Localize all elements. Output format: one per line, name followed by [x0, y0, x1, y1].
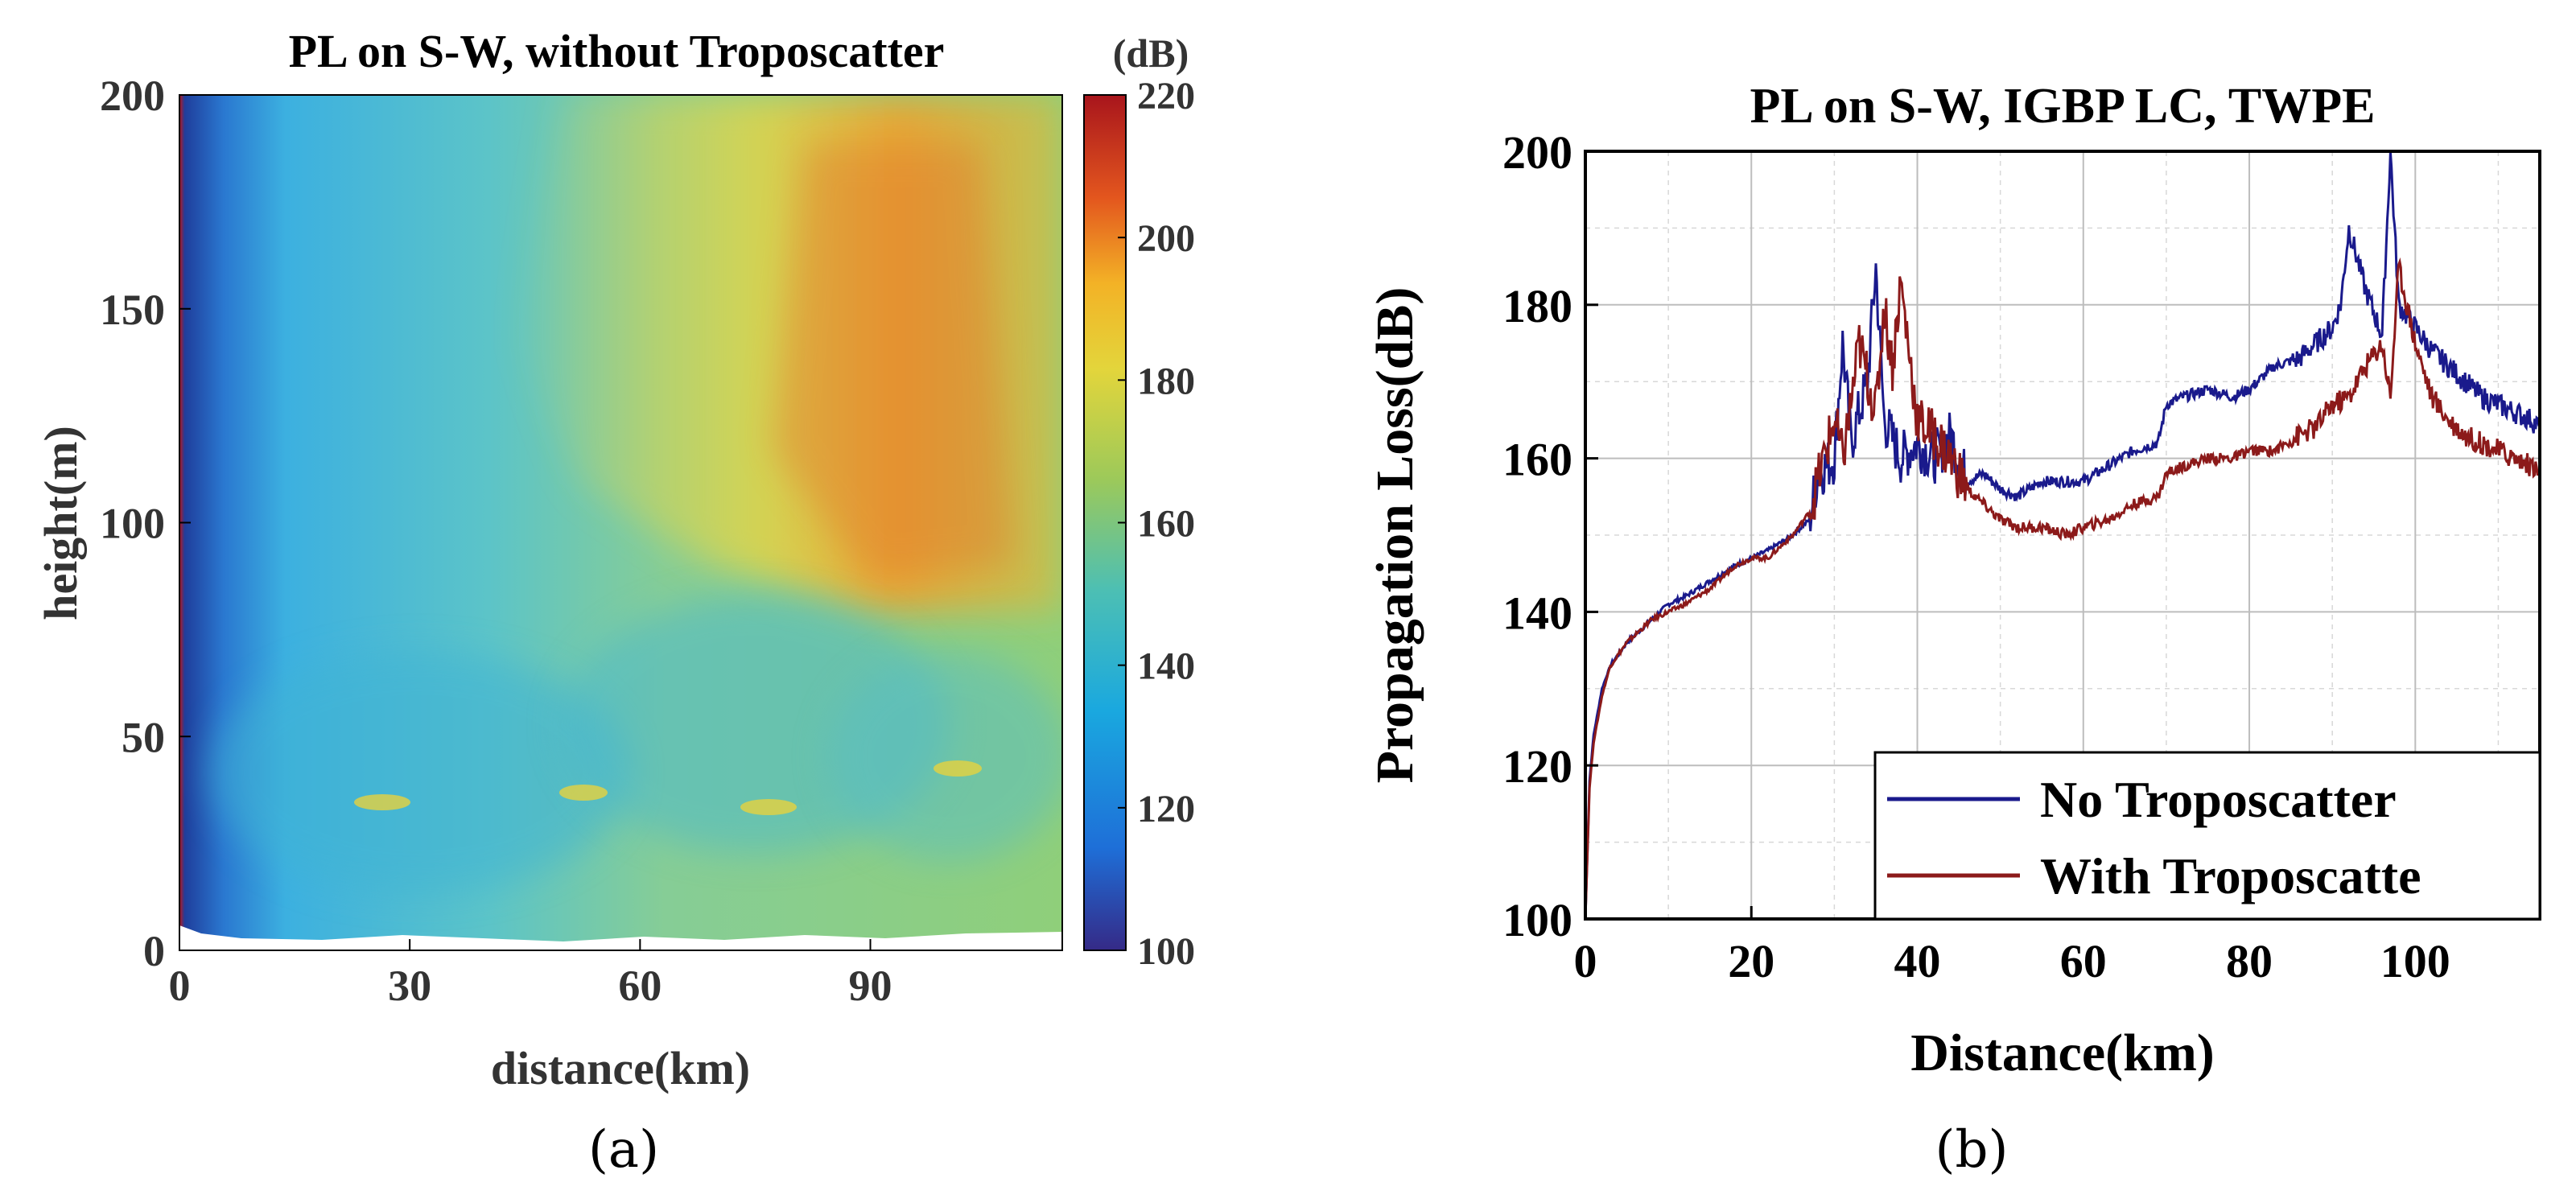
- line-x-tick-label: 0: [1574, 935, 1597, 987]
- heatmap-y-tick-label: 50: [122, 713, 165, 761]
- heatmap-y-tick-label: 0: [143, 927, 165, 975]
- line-x-tick-label: 60: [2060, 935, 2107, 987]
- line-y-tick-label: 120: [1502, 740, 1572, 793]
- line-y-tick-label: 140: [1502, 587, 1572, 639]
- heatmap-y-tick-label: 200: [100, 72, 165, 120]
- line-y-tick-label: 200: [1502, 126, 1572, 179]
- heatmap-x-ticks: 0 30 60 90: [169, 939, 892, 1010]
- line-y-tick-label: 100: [1502, 894, 1572, 946]
- panel-label-b: (b): [1935, 1120, 2009, 1180]
- legend-label-no-troposcatter: No Troposcatter: [2040, 771, 2397, 828]
- colorbar-tick-label: 220: [1137, 75, 1195, 117]
- line-x-axis-label: Distance(km): [1910, 1024, 2215, 1082]
- series-lines: [1585, 151, 2540, 919]
- heatmap-x-tick-label: 30: [388, 962, 431, 1010]
- heatmap-x-axis-label: distance(km): [491, 1042, 750, 1094]
- line-x-tick-label: 20: [1728, 935, 1774, 987]
- colorbar-tick-label: 180: [1137, 360, 1195, 402]
- heatmap-y-tick-label: 100: [100, 500, 165, 548]
- colorbar-ticks: 100 120 140 160 180 200 220: [1118, 75, 1195, 973]
- heatmap-panel: PL on S-W, without Troposcatter 0 30 60 90 …: [35, 25, 1195, 1180]
- heatmap-y-ticks: 0 50 100 150 200: [100, 72, 191, 975]
- legend: No Troposcatter With Troposcatte: [1873, 751, 2541, 921]
- colorbar-tick-label: 200: [1137, 217, 1195, 260]
- line-x-ticks: 0 20 40 60 80 100: [1574, 906, 2450, 987]
- heatmap-x-tick-label: 60: [618, 962, 662, 1010]
- heatmap-x-tick-label: 0: [169, 962, 191, 1010]
- line-y-ticks: 100 120 140 160 180 200: [1502, 126, 1598, 946]
- line-y-tick-label: 180: [1502, 280, 1572, 332]
- line-x-tick-label: 100: [2380, 935, 2450, 987]
- line-x-tick-label: 80: [2226, 935, 2273, 987]
- heatmap-y-axis-label: height(m): [35, 426, 87, 620]
- line-title: PL on S-W, IGBP LC, TWPE: [1750, 79, 2376, 134]
- colorbar-tick-label: 100: [1137, 930, 1195, 973]
- colorbar-tick-label: 120: [1137, 788, 1195, 830]
- colorbar-tick-label: 140: [1137, 645, 1195, 688]
- line-x-tick-label: 40: [1894, 935, 1941, 987]
- legend-label-with-troposcatte: With Troposcatte: [2040, 847, 2421, 904]
- panel-label-a: (a): [588, 1120, 659, 1180]
- line-y-tick-label: 160: [1502, 434, 1572, 486]
- colorbar-tick-label: 160: [1137, 503, 1195, 546]
- heatmap-image: [179, 95, 1062, 950]
- heatmap-title: PL on S-W, without Troposcatter: [289, 25, 945, 77]
- heatmap-y-tick-label: 150: [100, 286, 165, 334]
- heatmap-x-tick-label: 90: [849, 962, 892, 1010]
- line-panel: PL on S-W, IGBP LC, TWPE 0 20 40 60 80 100 10…: [1366, 79, 2541, 1180]
- series-line-with-troposcatte: [1585, 257, 2540, 919]
- line-y-axis-label: Propagation Loss(dB): [1366, 287, 1424, 784]
- colorbar-unit-label: (dB): [1113, 31, 1189, 76]
